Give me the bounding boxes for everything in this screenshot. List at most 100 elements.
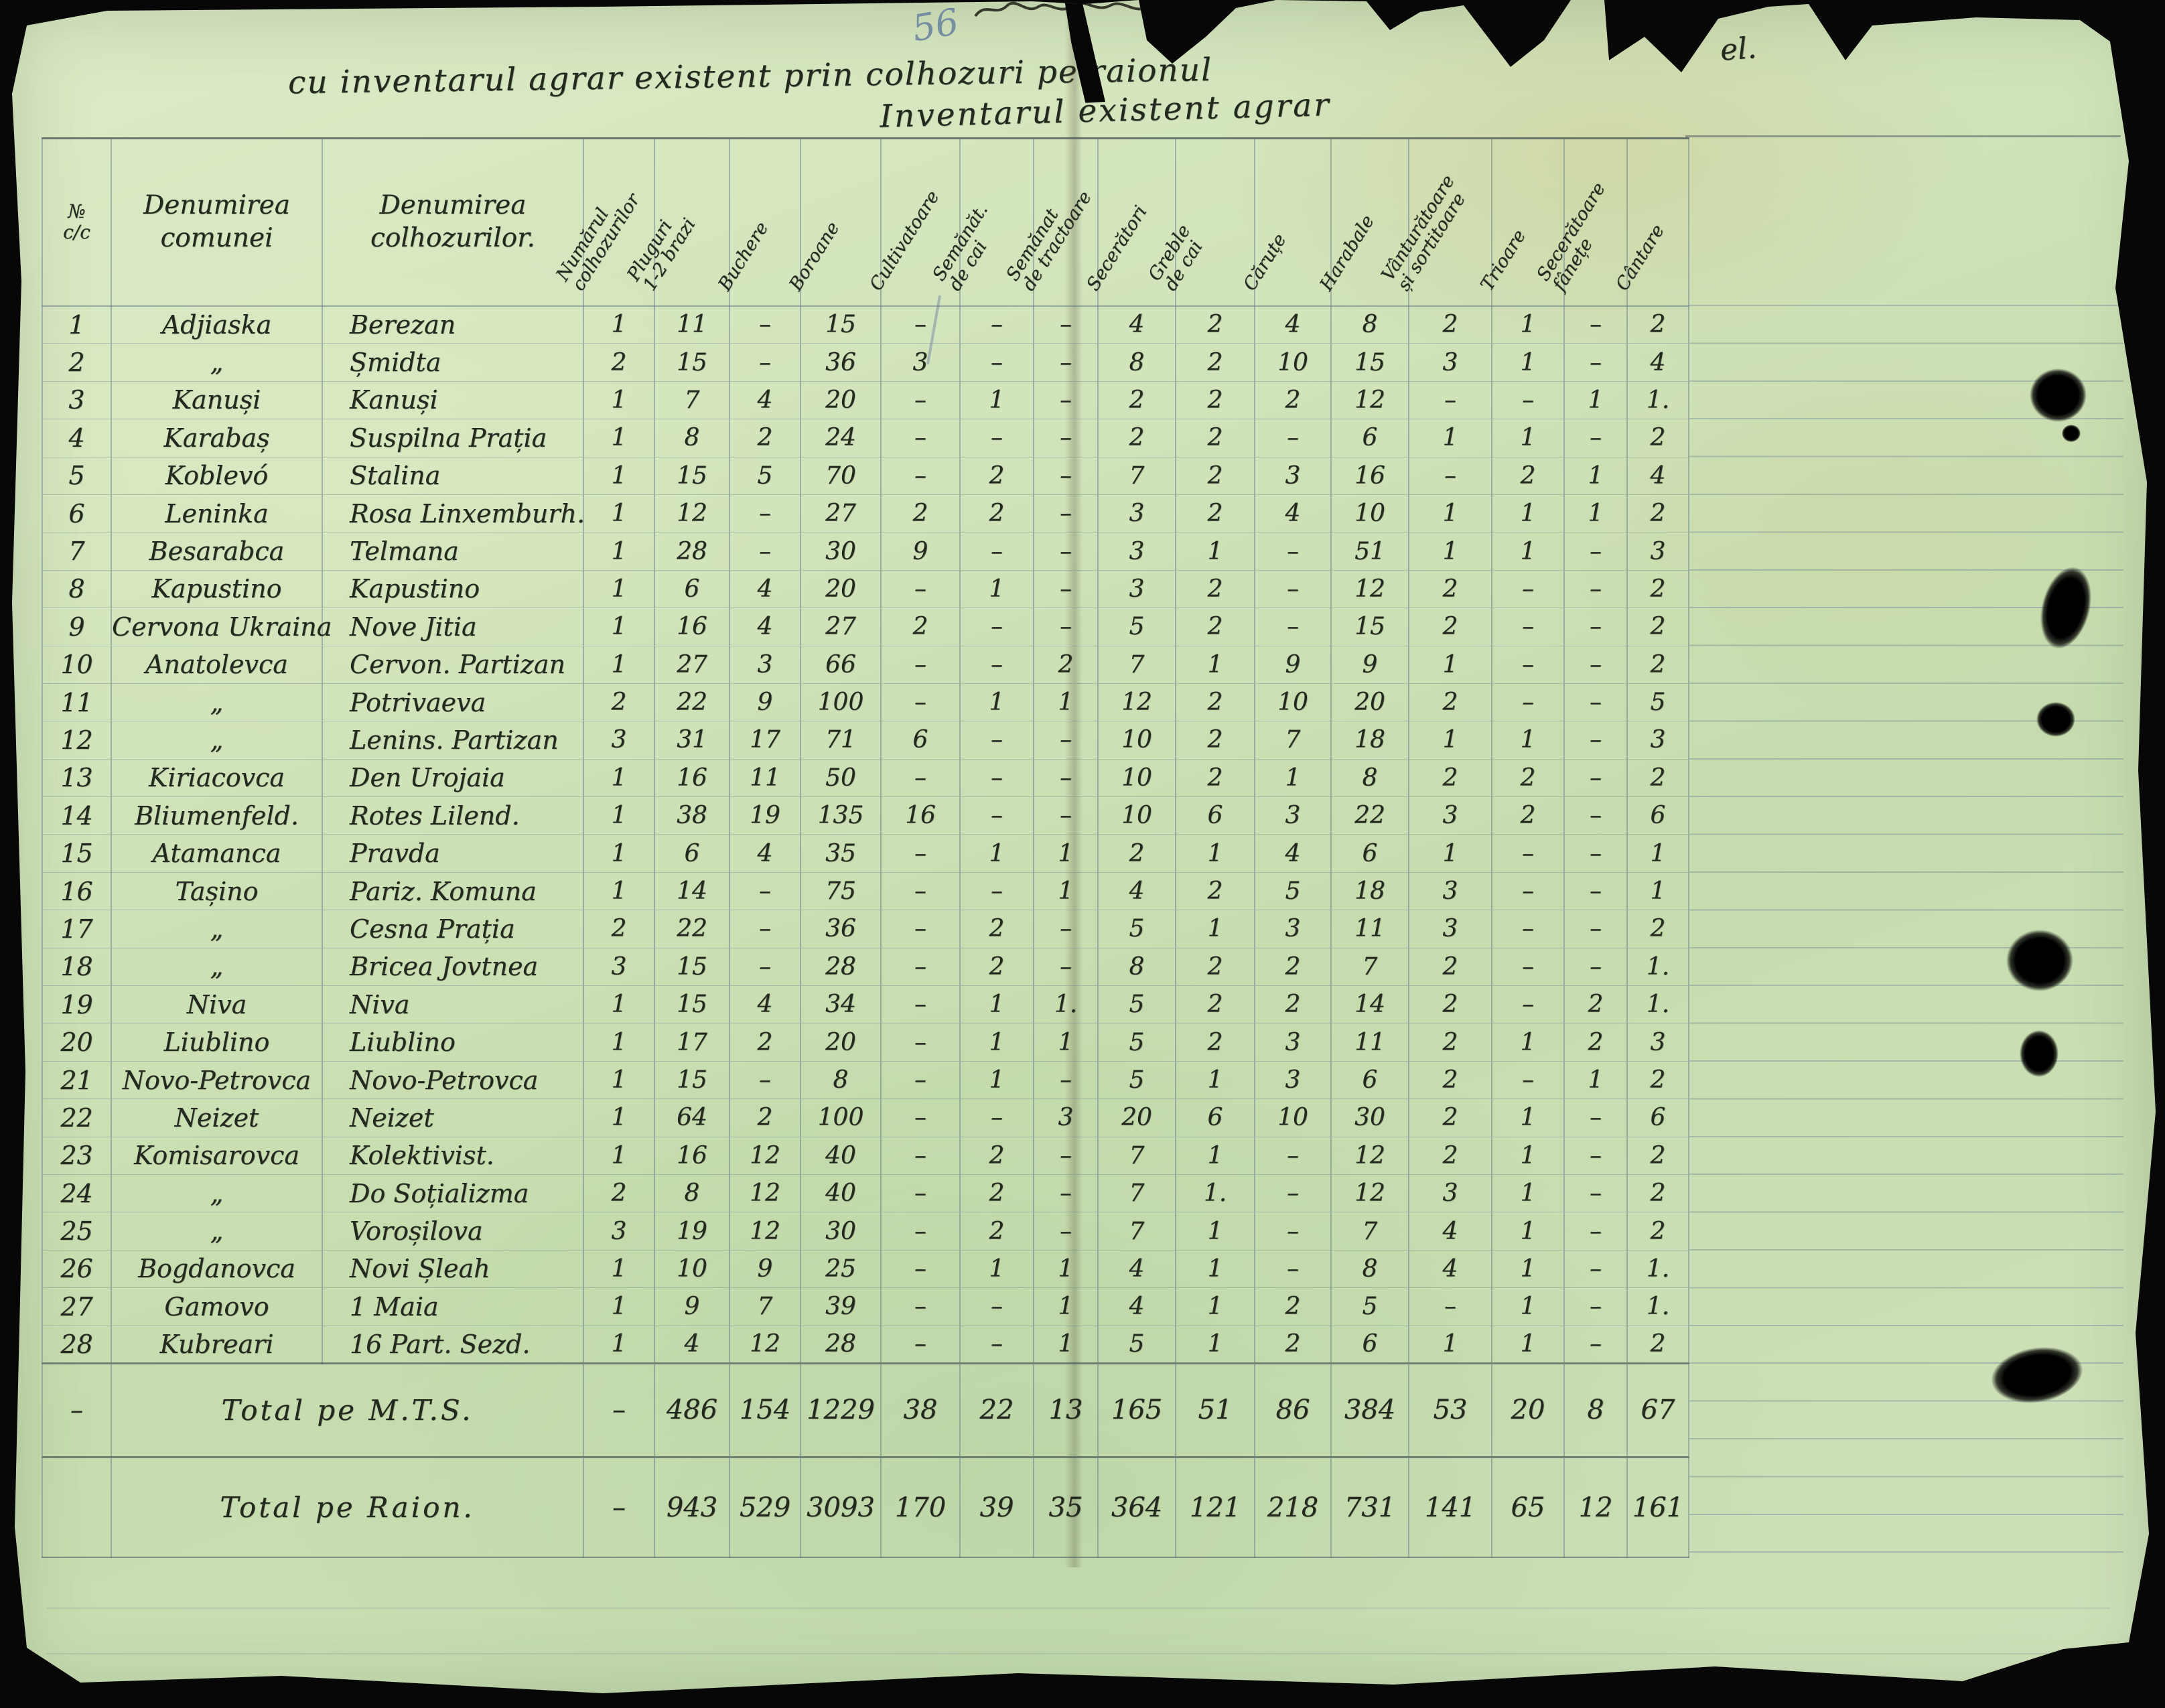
col-header-kolkhoz: Denumirea colhozurilor. <box>322 137 584 307</box>
value-cell: – <box>1491 645 1565 684</box>
value-cell: 30 <box>800 1212 882 1251</box>
value-cell: 1 <box>1033 1023 1099 1062</box>
value-cell: 2 <box>1408 569 1492 608</box>
value-cell: 6 <box>1330 419 1409 457</box>
value-cell: 1 <box>583 532 655 571</box>
value-cell: – <box>729 1060 801 1099</box>
value-cell: 1 <box>1491 1287 1565 1326</box>
kolkhoz-cell: Liublino <box>322 1023 584 1062</box>
row-number-cell: 16 <box>42 871 112 910</box>
value-cell: – <box>729 343 801 382</box>
row-number-cell: 26 <box>42 1249 112 1288</box>
row-number-cell: 8 <box>42 569 112 608</box>
value-cell: 3 <box>1254 796 1332 835</box>
value-cell: – <box>1033 456 1099 495</box>
value-cell: 3 <box>1408 343 1492 382</box>
table-row: 8 Kapustino Kapustino 1 6 4 20–1–3 2–12 2– –2 <box>42 569 1689 608</box>
value-cell: – <box>1563 1325 1628 1364</box>
value-cell: – <box>959 1098 1034 1137</box>
value-cell: 100 <box>800 683 882 721</box>
value-cell: – <box>1563 1098 1628 1137</box>
table-row: 15 Atamanca Pravda 1 6 4 35–1 1 2 1 4 6 1– –1 <box>42 834 1689 873</box>
commune-cell: „ <box>111 910 323 948</box>
kolkhoz-cell: Pariz. Komuna <box>322 871 584 910</box>
value-cell: 2 <box>729 1098 801 1137</box>
value-cell: 24 <box>800 419 882 457</box>
value-cell: 100 <box>800 1098 882 1137</box>
value-cell: 170 <box>880 1455 961 1559</box>
value-cell: 1 <box>1491 1098 1565 1137</box>
value-cell: 28 <box>800 947 882 986</box>
value-cell: – <box>880 1249 961 1288</box>
value-cell: 1 <box>1491 1023 1565 1062</box>
value-cell: – <box>1254 1249 1332 1288</box>
row-number-cell: 20 <box>42 1023 112 1062</box>
value-cell: – <box>959 532 1034 571</box>
row-number-cell: 28 <box>42 1325 112 1364</box>
value-cell: 9 <box>1254 645 1332 684</box>
value-cell: 161 <box>1626 1455 1689 1559</box>
value-cell: – <box>1491 834 1565 873</box>
table-row: 16 Tașino Pariz. Komuna 1 14–75– –1 4 2 5 18 3– –1 <box>42 871 1689 910</box>
value-cell: 16 <box>654 758 730 797</box>
value-cell: 27 <box>800 494 882 532</box>
value-cell: 19 <box>654 1212 730 1251</box>
value-cell: – <box>1408 1287 1492 1326</box>
value-cell: 10 <box>1330 494 1409 532</box>
total-row: – Total pe M.T.S. –486 154 1229 38 22 13 165 51 86… <box>42 1362 1689 1457</box>
value-cell: 1 <box>1408 1325 1492 1364</box>
table-row: 22 Neizet Neizet 1 64 2 100– –3 20 6 10 30 2 1–6 <box>42 1098 1689 1137</box>
value-cell: 8 <box>1563 1362 1628 1457</box>
value-cell: 2 <box>880 608 961 646</box>
value-cell: – <box>1563 834 1628 873</box>
value-cell: 8 <box>1330 305 1409 344</box>
table-row: 17 „ Cesna Prația 2 22–36–2–5 1 3 11 3– –2 <box>42 910 1689 948</box>
commune-cell: Niva <box>111 985 323 1023</box>
value-cell: 6 <box>1330 1325 1409 1364</box>
value-cell: – <box>880 1060 961 1099</box>
col-header-value-6: Semănat de tractoare <box>1002 137 1099 307</box>
value-cell: 71 <box>800 721 882 760</box>
col-header-value-8: Greble de cai <box>1144 137 1255 307</box>
value-cell: 1. <box>1626 380 1689 419</box>
row-number-cell: 12 <box>42 721 112 760</box>
value-cell: 86 <box>1254 1362 1332 1457</box>
value-cell: – <box>1563 871 1628 910</box>
table-row: 19 Niva Niva 1 15 4 34–1 1. 5 2 2 14 2–2 1. <box>42 985 1689 1023</box>
value-cell: 1 <box>1491 532 1565 571</box>
value-cell: 1 <box>959 1249 1034 1288</box>
value-cell: 1229 <box>800 1362 882 1457</box>
value-cell: 1 <box>1563 456 1628 495</box>
value-cell: 1 <box>1626 871 1689 910</box>
value-cell: 2 <box>1254 985 1332 1023</box>
value-cell: – <box>880 645 961 684</box>
value-cell: 16 <box>880 796 961 835</box>
value-cell: 1 <box>583 871 655 910</box>
commune-cell: Kapustino <box>111 569 323 608</box>
value-cell: 3 <box>1408 871 1492 910</box>
commune-cell: Gamovo <box>111 1287 323 1326</box>
value-cell: 1 <box>1033 834 1099 873</box>
value-cell: – <box>880 947 961 986</box>
value-cell: 2 <box>1408 947 1492 986</box>
value-cell: 1 <box>1408 645 1492 684</box>
value-cell: 36 <box>800 910 882 948</box>
value-cell: 2 <box>1491 758 1565 797</box>
value-cell: 154 <box>729 1362 801 1457</box>
value-cell: 12 <box>1330 380 1409 419</box>
value-cell: 8 <box>1330 1249 1409 1288</box>
ink-blot <box>2006 930 2073 991</box>
value-cell: 35 <box>1033 1455 1099 1559</box>
value-cell: – <box>1033 343 1099 382</box>
value-cell: 2 <box>1175 871 1255 910</box>
row-number-cell: 25 <box>42 1212 112 1251</box>
value-cell: – <box>1408 380 1492 419</box>
value-cell: 2 <box>1097 834 1176 873</box>
value-cell: 6 <box>1330 1060 1409 1099</box>
value-cell: – <box>1563 796 1628 835</box>
commune-cell: „ <box>111 683 323 721</box>
row-number-cell: 2 <box>42 343 112 382</box>
value-cell: 1 <box>583 1098 655 1137</box>
col-header-value-0: Numărul colhozurilor <box>552 137 655 307</box>
value-cell: 3 <box>1626 532 1689 571</box>
